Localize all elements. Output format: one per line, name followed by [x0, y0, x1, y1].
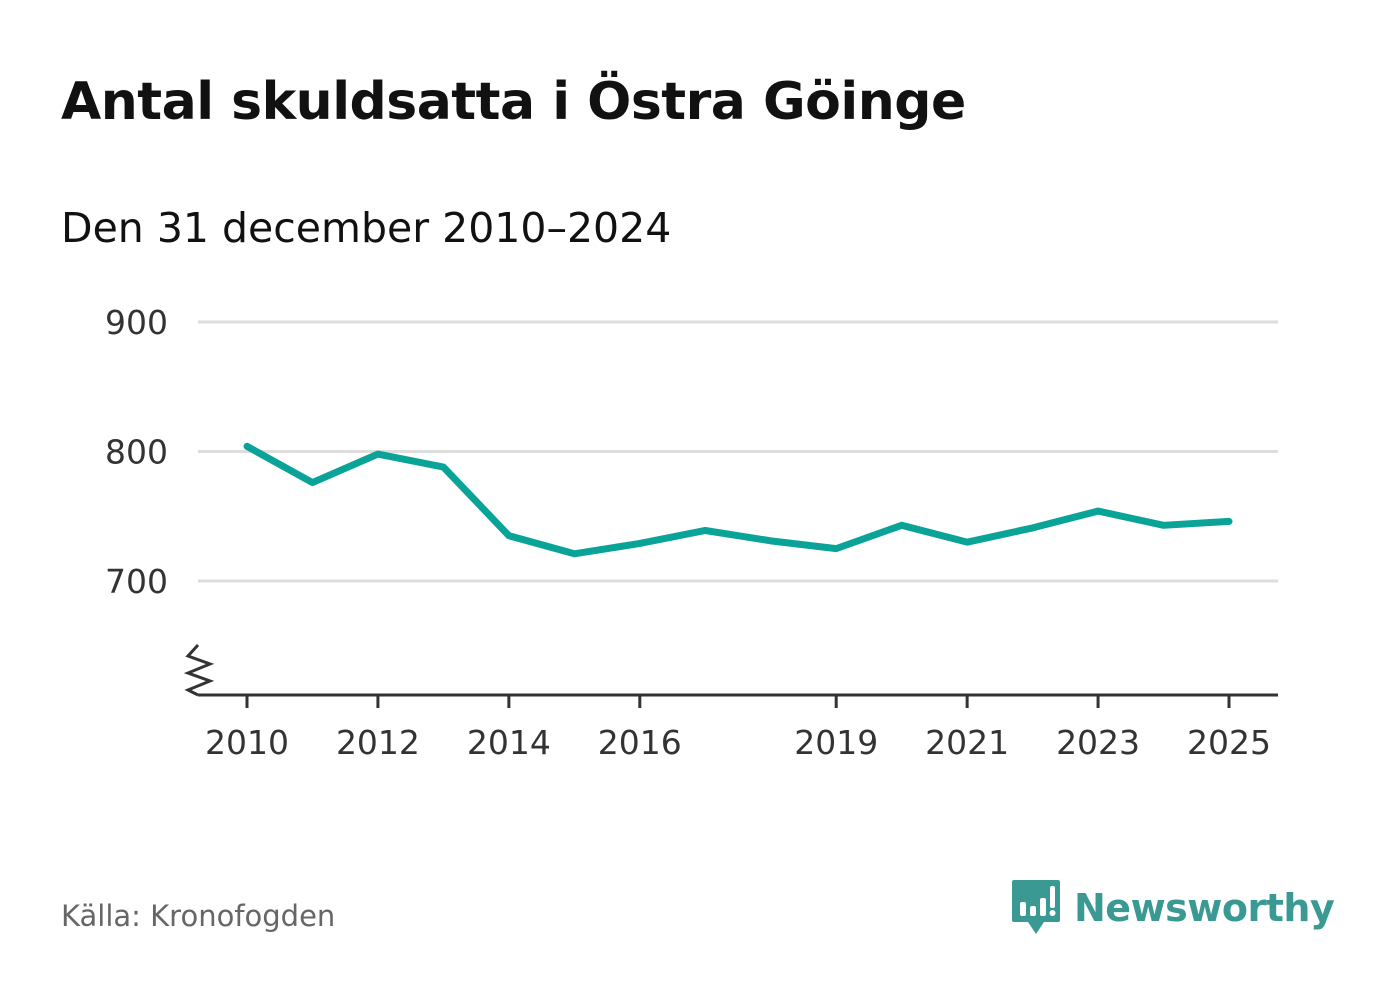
x-tick-label: 2021 — [925, 723, 1009, 762]
y-tick-label: 900 — [105, 303, 168, 342]
y-tick-label: 700 — [105, 562, 168, 601]
x-tick-label: 2025 — [1187, 723, 1271, 762]
x-tick-label: 2012 — [336, 723, 420, 762]
x-tick-label: 2014 — [467, 723, 551, 762]
series-line-0 — [243, 442, 1233, 558]
x-axis-labels: 2010 2012 2014 2016 2019 2021 2023 2025 — [205, 723, 1271, 762]
chart-subtitle: Den 31 december 2010–2024 — [61, 204, 672, 252]
y-axis-break — [183, 643, 215, 697]
x-tick-label: 2016 — [598, 723, 682, 762]
brand-logo: Newsworthy — [1010, 878, 1335, 938]
gridlines — [198, 320, 1278, 583]
x-axis — [183, 643, 1278, 708]
brand-name: Newsworthy — [1074, 886, 1335, 930]
x-tick-label: 2019 — [794, 723, 878, 762]
x-tick-label: 2010 — [205, 723, 289, 762]
y-tick-label: 800 — [105, 433, 168, 472]
chart-title: Antal skuldsatta i Östra Göinge — [61, 72, 966, 132]
source-note: Källa: Kronofogden — [61, 899, 336, 933]
series — [243, 442, 1233, 558]
bar-chart-speech-bubble-icon — [1012, 880, 1060, 934]
x-tick-label: 2023 — [1056, 723, 1140, 762]
y-axis-labels: 700 800 900 — [105, 303, 168, 601]
